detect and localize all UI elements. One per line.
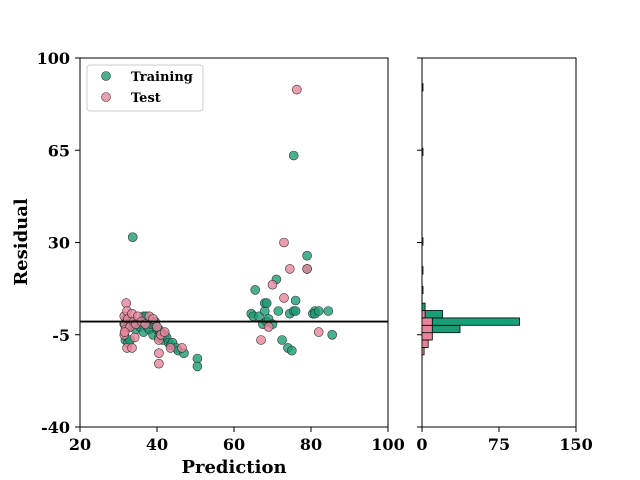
point-training-39 xyxy=(250,285,260,295)
y-tick-label-1: -5 xyxy=(52,326,70,345)
y-axis-label: Residual xyxy=(11,198,32,286)
x-tick-label-2: 60 xyxy=(223,435,245,454)
point-test-18 xyxy=(159,327,170,337)
hist-bar-test-2 xyxy=(421,332,433,341)
hist-bar-training-8 xyxy=(421,83,424,92)
x-axis-label: Prediction xyxy=(181,457,286,478)
hist-bar-test-5 xyxy=(421,310,426,319)
point-test-29 xyxy=(263,321,274,332)
x-tick-label-3: 80 xyxy=(300,435,322,454)
hist-bar-training-7 xyxy=(421,147,424,156)
hist-bar-test-6 xyxy=(421,266,424,275)
point-training-48 xyxy=(273,306,284,316)
point-test-28 xyxy=(256,335,266,345)
y-tick-label-4: 100 xyxy=(37,49,70,68)
point-training-57 xyxy=(302,250,312,261)
point-test-21 xyxy=(154,348,164,359)
scatter-frame xyxy=(79,57,389,428)
hist-bar-test-0 xyxy=(421,346,425,356)
histogram-y-ticks xyxy=(417,57,422,428)
x-tick-label-1: 40 xyxy=(146,435,168,454)
point-test-32 xyxy=(279,293,289,303)
y-tick-label-2: 30 xyxy=(48,234,70,253)
x-tick-label-4: 100 xyxy=(371,435,404,454)
legend-box xyxy=(86,64,204,112)
scatter-points xyxy=(119,84,338,372)
hist-x-tick-label-0: 0 xyxy=(416,435,427,454)
point-training-55 xyxy=(290,295,301,306)
hist-bar-test-7 xyxy=(421,237,424,246)
legend-marker-training xyxy=(101,71,111,81)
histogram-plot: 0 75 150 xyxy=(416,57,593,454)
legend-label-training: Training xyxy=(131,70,193,85)
point-test-34 xyxy=(291,84,302,95)
legend-marker-test xyxy=(101,92,111,102)
point-test-36 xyxy=(313,327,324,337)
hist-bar-training-3 xyxy=(421,317,520,326)
point-training-67 xyxy=(288,150,299,161)
hist-x-tick-label-1: 75 xyxy=(488,435,510,454)
x-tick-label-0: 20 xyxy=(69,435,91,454)
histogram-x-ticks: 0 75 150 xyxy=(416,427,593,454)
hist-bar-training-5 xyxy=(421,302,426,311)
point-test-24 xyxy=(127,343,137,353)
point-test-15 xyxy=(152,321,162,332)
histogram-bars xyxy=(421,83,520,356)
y-tick-label-0: -40 xyxy=(41,418,70,437)
hist-bar-test-3 xyxy=(421,324,433,334)
y-tick-label-3: 65 xyxy=(48,141,70,160)
y-axis-ticks: -40 -5 30 65 100 xyxy=(37,49,80,437)
x-axis-ticks: 20 40 60 80 100 xyxy=(69,427,405,454)
legend-label-test: Test xyxy=(131,91,161,106)
hist-bar-test-4 xyxy=(421,317,433,326)
point-training-66 xyxy=(261,298,272,308)
point-training-30 xyxy=(192,361,203,372)
point-training-31 xyxy=(127,232,138,242)
point-training-56 xyxy=(290,306,301,316)
legend: Training Test xyxy=(86,64,204,112)
point-training-62 xyxy=(313,306,324,316)
point-test-27 xyxy=(119,327,130,337)
point-test-30 xyxy=(267,279,278,290)
point-test-35 xyxy=(302,264,312,274)
point-training-50 xyxy=(277,335,287,345)
point-test-20 xyxy=(177,343,187,353)
point-training-64 xyxy=(327,329,338,340)
point-test-31 xyxy=(279,237,289,248)
point-training-52 xyxy=(286,345,297,356)
hist-bar-test-1 xyxy=(421,339,429,348)
hist-x-tick-label-2: 150 xyxy=(559,435,592,454)
point-training-63 xyxy=(323,306,334,316)
point-test-22 xyxy=(154,358,164,369)
histogram-frame xyxy=(421,57,577,428)
scatter-plot: 20 40 60 80 100 -40 -5 30 65 100 Prediction Resi… xyxy=(11,49,405,478)
point-test-25 xyxy=(129,332,140,343)
point-test-3 xyxy=(121,298,131,308)
point-test-33 xyxy=(284,264,295,274)
hist-bar-training-6 xyxy=(421,285,424,295)
point-test-19 xyxy=(165,343,176,353)
